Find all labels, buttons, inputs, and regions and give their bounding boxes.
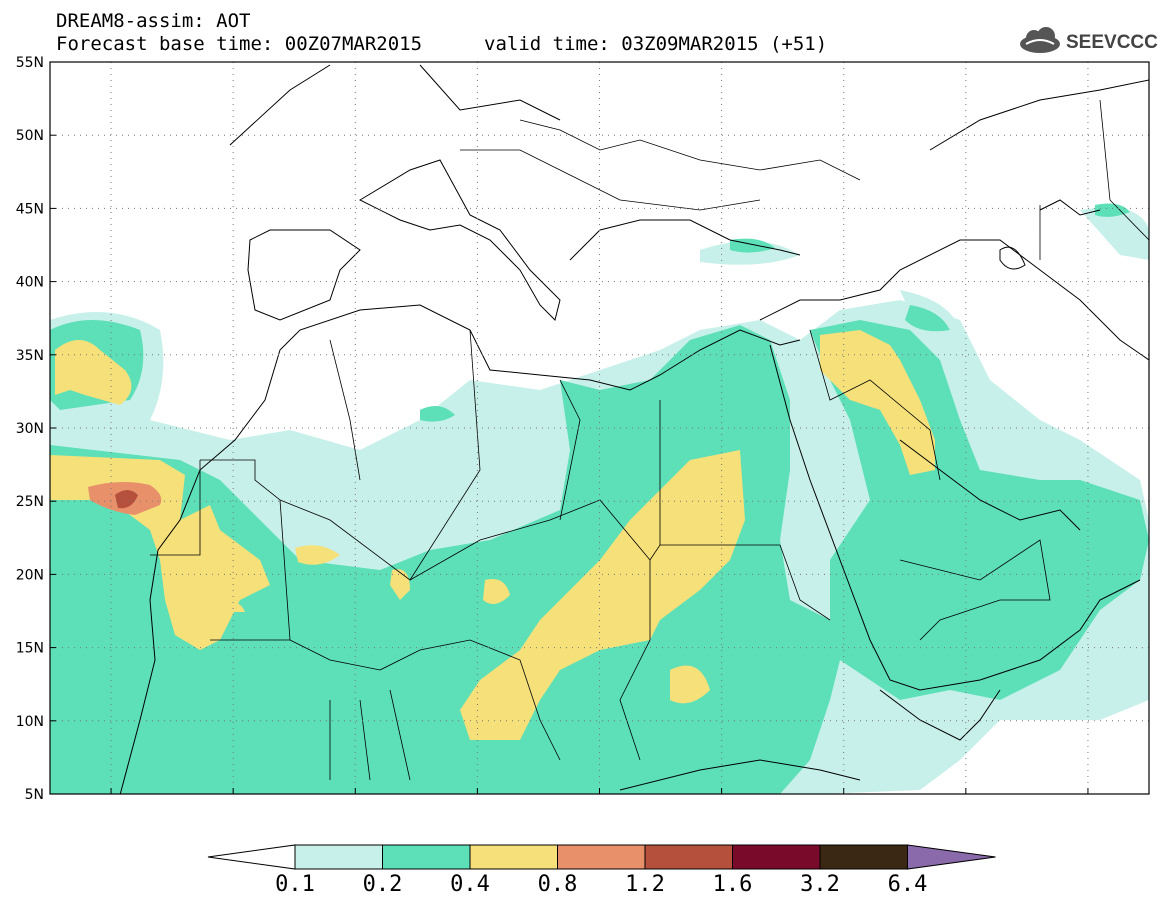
cloud-icon xyxy=(1020,27,1060,53)
lat-label-45N: 45N xyxy=(16,201,44,217)
colorbar-label-0.4: 0.4 xyxy=(450,872,490,897)
colorbar-box-3.2 xyxy=(819,844,908,870)
colorbar-box-1.2 xyxy=(644,844,733,870)
longitude-labels: 20W10W010E20E30E40E50E60E xyxy=(110,788,1089,794)
colorbar-label-6.4: 6.4 xyxy=(888,872,928,897)
colorbar-box-0.4 xyxy=(469,844,558,870)
lat-label-20N: 20N xyxy=(16,567,44,583)
aot-contours xyxy=(50,203,1149,794)
graticule xyxy=(50,62,1149,794)
forecast-base-time: Forecast base time: 00Z07MAR2015 xyxy=(56,33,423,55)
valid-time: valid time: 03Z09MAR2015 (+51) xyxy=(484,33,828,55)
lat-label-35N: 35N xyxy=(16,348,44,364)
colorbar-label-0.1: 0.1 xyxy=(275,872,315,897)
lat-label-40N: 40N xyxy=(16,275,44,291)
map-title: DREAM8-assim: AOT xyxy=(56,10,251,32)
colorbar-boxes xyxy=(207,844,996,870)
colorbar-label-0.2: 0.2 xyxy=(363,872,403,897)
colorbar-label-0.8: 0.8 xyxy=(538,872,578,897)
lat-label-50N: 50N xyxy=(16,128,44,144)
colorbar-box-0.2 xyxy=(382,844,471,870)
coastlines xyxy=(119,64,1149,794)
colorbar-label-1.2: 1.2 xyxy=(625,872,665,897)
lat-label-5N: 5N xyxy=(25,787,44,800)
aot-band-1.2-1.6 xyxy=(115,490,138,509)
colorbar-under-arrow xyxy=(207,844,296,870)
colorbar-box-0.8 xyxy=(557,844,646,870)
lat-label-55N: 55N xyxy=(16,55,44,71)
lat-label-30N: 30N xyxy=(16,421,44,437)
colorbar-box-0.1 xyxy=(294,844,383,870)
aot-map: 5N 10N 15N 20N 25N 30N 35N 40N 45N 50N 55N 20W10W0… xyxy=(16,55,1150,800)
lat-label-25N: 25N xyxy=(16,494,44,510)
latitude-labels: 5N 10N 15N 20N 25N 30N 35N 40N 45N 50N 55N xyxy=(16,55,56,800)
logo-text: SEEVCCC xyxy=(1066,32,1158,53)
colorbar-label-3.2: 3.2 xyxy=(800,872,840,897)
lat-label-10N: 10N xyxy=(16,714,44,730)
colorbar-over-arrow xyxy=(907,844,996,870)
colorbar-label-1.6: 1.6 xyxy=(713,872,753,897)
seevccc-logo: SEEVCCC xyxy=(1020,27,1158,53)
country-borders xyxy=(150,99,1149,781)
lat-label-15N: 15N xyxy=(16,641,44,657)
colorbar-box-1.6 xyxy=(732,844,821,870)
aot-band-0.4-0.8 xyxy=(50,330,935,740)
colorbar-labels: 0.1 0.2 0.4 0.8 1.2 1.6 3.2 6.4 xyxy=(275,872,927,897)
